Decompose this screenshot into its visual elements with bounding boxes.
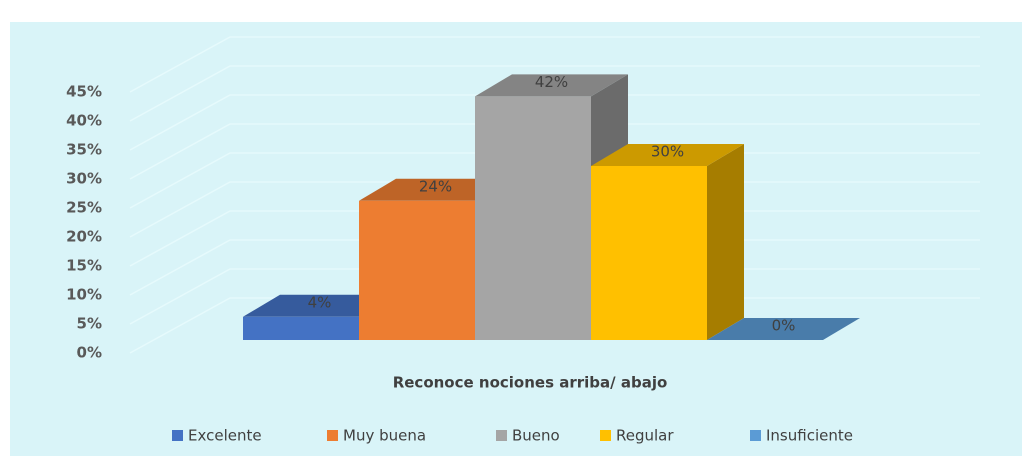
bar-side xyxy=(707,144,744,340)
bar-top xyxy=(707,318,860,340)
data-label: 42% xyxy=(535,73,568,91)
bar xyxy=(591,166,707,340)
y-tick-label: 20% xyxy=(66,228,102,246)
legend-swatch xyxy=(750,430,761,441)
y-tick-label: 30% xyxy=(66,170,102,188)
legend-label: Excelente xyxy=(188,427,262,445)
y-tick-label: 5% xyxy=(77,315,102,333)
bar xyxy=(359,200,475,340)
data-label: 30% xyxy=(651,143,684,161)
y-tick-label: 25% xyxy=(66,199,102,217)
y-tick-label: 35% xyxy=(66,141,102,159)
data-label: 4% xyxy=(308,293,332,311)
data-label: 0% xyxy=(772,317,796,335)
y-tick-label: 40% xyxy=(66,112,102,130)
y-tick-label: 0% xyxy=(77,344,102,362)
legend-label: Regular xyxy=(616,427,674,445)
grid-line xyxy=(129,36,980,93)
legend-swatch xyxy=(496,430,507,441)
data-label: 24% xyxy=(419,177,452,195)
bar xyxy=(475,96,591,341)
legend-label: Muy buena xyxy=(343,427,426,445)
x-axis-category: Reconoce nociones arriba/ abajo xyxy=(393,374,668,392)
legend-swatch xyxy=(172,430,183,441)
grid-line xyxy=(129,65,980,122)
bar-top xyxy=(359,178,512,201)
y-tick-label: 45% xyxy=(66,83,102,101)
y-tick-label: 15% xyxy=(66,257,102,275)
bar-top xyxy=(591,144,744,166)
bar-top xyxy=(243,294,396,317)
legend-swatch xyxy=(600,430,611,441)
legend-label: Bueno xyxy=(512,427,560,445)
bar-top xyxy=(475,74,628,97)
bar xyxy=(243,316,359,340)
y-tick-label: 10% xyxy=(66,286,102,304)
legend-swatch xyxy=(327,430,338,441)
grid-line xyxy=(129,123,980,180)
legend-label: Insuficiente xyxy=(766,427,853,445)
grid-line xyxy=(129,94,980,151)
